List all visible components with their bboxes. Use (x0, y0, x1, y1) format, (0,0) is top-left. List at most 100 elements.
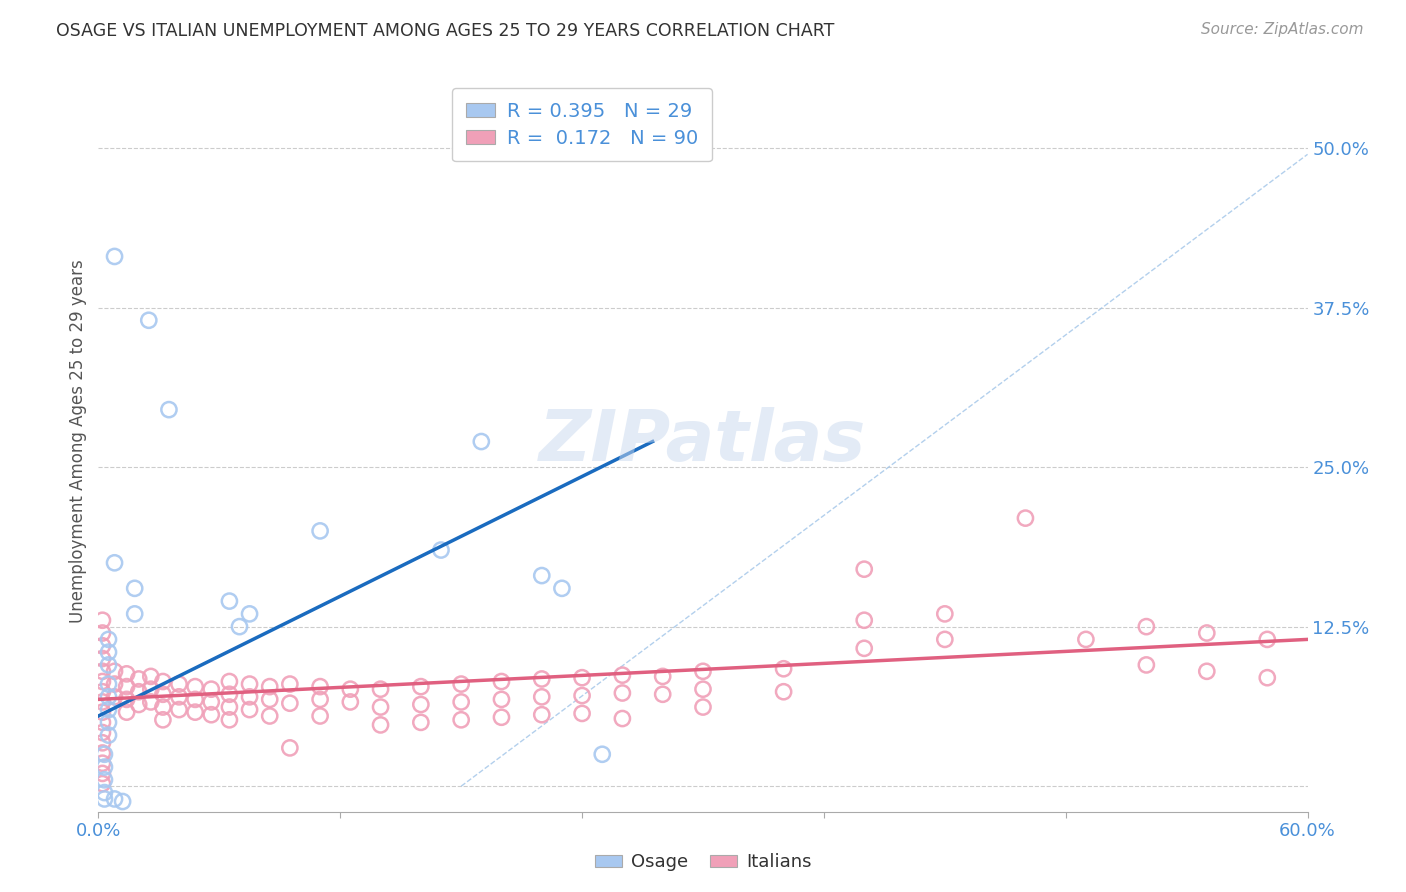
Point (309, 692, 332, 706)
Point (128, 684, 150, 698)
Point (97, 728, 120, 742)
Point (470, 434, 492, 449)
Point (157, 402, 180, 417)
Point (1256, 632, 1278, 647)
Point (91, 613, 114, 627)
Point (450, 677, 472, 691)
Point (430, 543, 453, 558)
Point (409, 680, 432, 694)
Point (93, 792, 115, 806)
Point (339, 695, 361, 709)
Y-axis label: Unemployment Among Ages 25 to 29 years: Unemployment Among Ages 25 to 29 years (69, 260, 87, 624)
Point (97, 677, 120, 691)
Point (139, 695, 162, 709)
Point (612, 686, 634, 700)
Point (934, 607, 956, 621)
Point (218, 713, 240, 727)
Point (530, 672, 553, 686)
Point (138, 313, 160, 327)
Point (259, 692, 281, 706)
Point (97, 632, 120, 647)
Point (152, 674, 174, 689)
Point (167, 677, 190, 691)
Text: ZIPatlas: ZIPatlas (540, 407, 866, 476)
Point (278, 696, 301, 710)
Point (115, 666, 138, 681)
Point (152, 700, 174, 714)
Point (103, 677, 125, 691)
Point (91, 651, 114, 665)
Point (370, 700, 392, 714)
Point (853, 641, 876, 656)
Point (103, 250, 125, 264)
Text: OSAGE VS ITALIAN UNEMPLOYMENT AMONG AGES 25 TO 29 YEARS CORRELATION CHART: OSAGE VS ITALIAN UNEMPLOYMENT AMONG AGES… (56, 22, 835, 40)
Point (309, 680, 332, 694)
Point (772, 684, 794, 698)
Point (692, 665, 714, 679)
Point (103, 792, 125, 806)
Point (218, 700, 240, 714)
Point (409, 698, 432, 712)
Point (239, 677, 262, 691)
Point (772, 662, 794, 676)
Point (91, 756, 114, 771)
Point (571, 706, 593, 721)
Point (91, 626, 114, 640)
Text: Source: ZipAtlas.com: Source: ZipAtlas.com (1201, 22, 1364, 37)
Point (259, 680, 281, 694)
Point (612, 712, 634, 726)
Legend: Osage, Italians: Osage, Italians (588, 847, 818, 879)
Point (91, 746, 114, 760)
Point (115, 680, 138, 694)
Point (239, 690, 262, 704)
Point (692, 682, 714, 697)
Point (571, 689, 593, 703)
Point (139, 682, 162, 697)
Point (91, 736, 114, 750)
Point (167, 703, 190, 717)
Point (1014, 511, 1036, 525)
Point (551, 582, 574, 596)
Point (93, 747, 115, 762)
Point (91, 665, 114, 679)
Point (128, 698, 150, 712)
Point (139, 669, 162, 683)
Point (612, 668, 634, 682)
Point (184, 680, 207, 694)
Point (491, 674, 513, 689)
Point (491, 710, 513, 724)
Point (409, 715, 432, 730)
Point (91, 639, 114, 653)
Point (239, 703, 262, 717)
Point (491, 692, 513, 706)
Point (309, 709, 332, 723)
Point (239, 607, 262, 621)
Point (97, 690, 120, 704)
Point (1256, 671, 1278, 685)
Point (97, 715, 120, 730)
Point (152, 687, 174, 701)
Point (93, 786, 115, 800)
Point (91, 705, 114, 719)
Point (651, 687, 673, 701)
Point (91, 715, 114, 730)
Point (115, 705, 138, 719)
Point (309, 524, 332, 538)
Point (853, 562, 876, 576)
Point (115, 692, 138, 706)
Point (218, 674, 240, 689)
Point (91, 766, 114, 780)
Point (450, 695, 472, 709)
Point (91, 684, 114, 698)
Point (530, 568, 553, 582)
Point (91, 725, 114, 739)
Point (450, 713, 472, 727)
Point (278, 740, 301, 755)
Point (97, 645, 120, 659)
Point (339, 682, 361, 697)
Point (91, 777, 114, 791)
Point (218, 594, 240, 608)
Point (184, 705, 207, 719)
Point (228, 620, 250, 634)
Point (97, 703, 120, 717)
